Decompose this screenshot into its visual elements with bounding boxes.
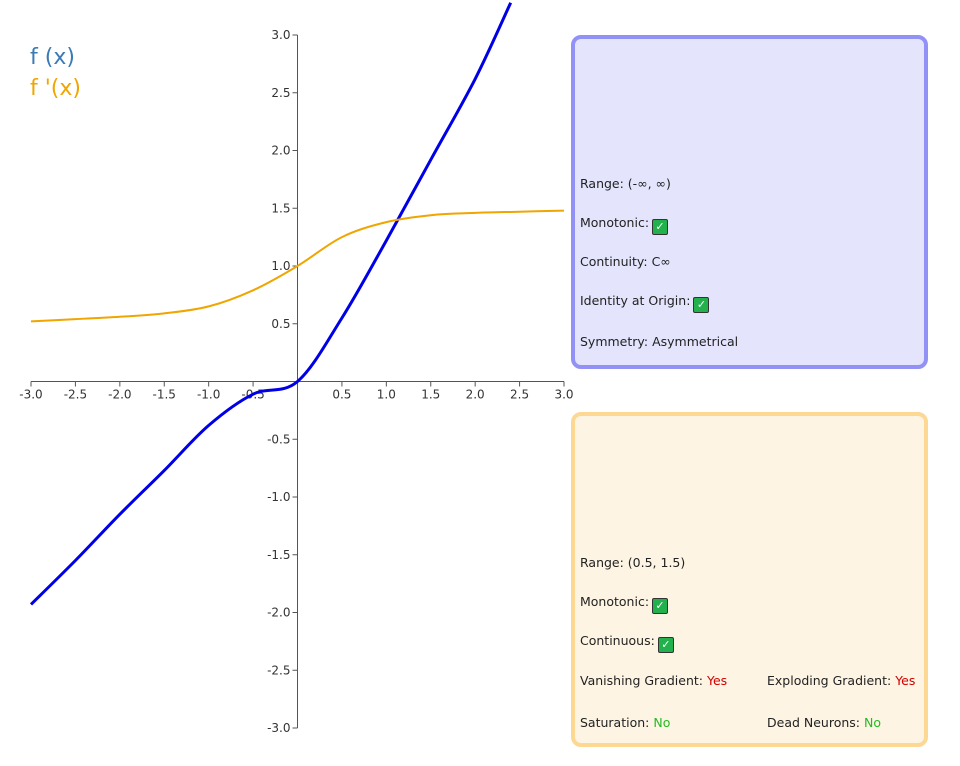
df-saturation-label: Saturation: — [580, 715, 654, 730]
derivative-properties-panel: Range: (0.5, 1.5) Monotonic: ✓ Continuous… — [571, 412, 928, 747]
x-tick-label: 2.5 — [510, 388, 529, 402]
x-tick-label: 3.0 — [554, 388, 573, 402]
x-tick-label: 1.0 — [377, 388, 396, 402]
y-tick-label: 1.5 — [271, 201, 290, 215]
y-tick-label: -0.5 — [267, 432, 290, 446]
f-continuity: Continuity: C∞ — [580, 254, 671, 269]
f-range: Range: (-∞, ∞) — [580, 176, 671, 191]
x-tick-label: 2.0 — [466, 388, 485, 402]
df-vanishing-value: Yes — [706, 673, 728, 688]
df-dead-value: No — [863, 715, 881, 730]
x-tick-label: 1.5 — [421, 388, 440, 402]
df-monotonic-label: Monotonic: — [580, 594, 650, 609]
check-icon: ✓ — [652, 598, 669, 614]
df-dead-label: Dead Neurons: — [767, 715, 864, 730]
y-tick-label: -1.5 — [267, 548, 290, 562]
series-line-derivative — [30, 209, 565, 323]
df-saturation: Saturation: No — [580, 715, 670, 730]
x-tick-label: -2.5 — [64, 388, 87, 402]
f-monotonic-label: Monotonic: — [580, 215, 650, 230]
function-properties-panel: Range: (-∞, ∞) Monotonic: ✓ Continuity: C… — [571, 35, 928, 369]
chart-lines — [29, 2, 565, 606]
df-range: Range: (0.5, 1.5) — [580, 555, 686, 570]
chart-ticks: -3.0 -2.5 -2.0 -1.5 -1.0 -0.5 0.5 1.0 1.5 2.0 2.5 3… — [19, 28, 573, 735]
df-dead-neurons: Dead Neurons: No — [767, 715, 881, 730]
check-icon: ✓ — [657, 637, 674, 653]
f-monotonic: Monotonic: ✓ — [580, 215, 669, 235]
chart-legend: f (x) f '(x) — [30, 42, 81, 104]
y-tick-label: -2.5 — [267, 663, 290, 677]
y-tick-label: 3.0 — [271, 28, 290, 42]
y-tick-label: -2.0 — [267, 606, 290, 620]
df-saturation-value: No — [653, 715, 671, 730]
y-tick-label: 0.5 — [271, 317, 290, 331]
f-symmetry: Symmetry: Asymmetrical — [580, 334, 739, 349]
df-vanishing-label: Vanishing Gradient: — [580, 673, 707, 688]
check-icon: ✓ — [652, 219, 669, 235]
x-tick-label: -3.0 — [19, 388, 42, 402]
y-tick-label: 2.0 — [271, 144, 290, 158]
df-vanishing: Vanishing Gradient: Yes — [580, 673, 727, 688]
df-continuous: Continuous: ✓ — [580, 633, 674, 653]
f-identity: Identity at Origin: ✓ — [580, 293, 710, 313]
legend-entry-f: f (x) — [30, 45, 75, 70]
y-tick-label: 2.5 — [271, 86, 290, 100]
df-monotonic: Monotonic: ✓ — [580, 594, 669, 614]
x-tick-label: -1.0 — [197, 388, 220, 402]
check-icon: ✓ — [693, 297, 710, 313]
y-tick-label: 1.0 — [271, 259, 290, 273]
df-exploding-label: Exploding Gradient: — [767, 673, 896, 688]
x-tick-label: -2.0 — [108, 388, 131, 402]
legend-entry-derivative: f '(x) — [30, 76, 81, 101]
f-identity-label: Identity at Origin: — [580, 293, 691, 308]
df-continuous-label: Continuous: — [580, 633, 655, 648]
y-tick-label: -3.0 — [267, 721, 290, 735]
x-tick-label: -1.5 — [153, 388, 176, 402]
x-tick-label: 0.5 — [332, 388, 351, 402]
series-line-f — [29, 2, 513, 606]
df-exploding: Exploding Gradient: Yes — [767, 673, 915, 688]
df-exploding-value: Yes — [895, 673, 916, 688]
y-tick-label: -1.0 — [267, 490, 290, 504]
